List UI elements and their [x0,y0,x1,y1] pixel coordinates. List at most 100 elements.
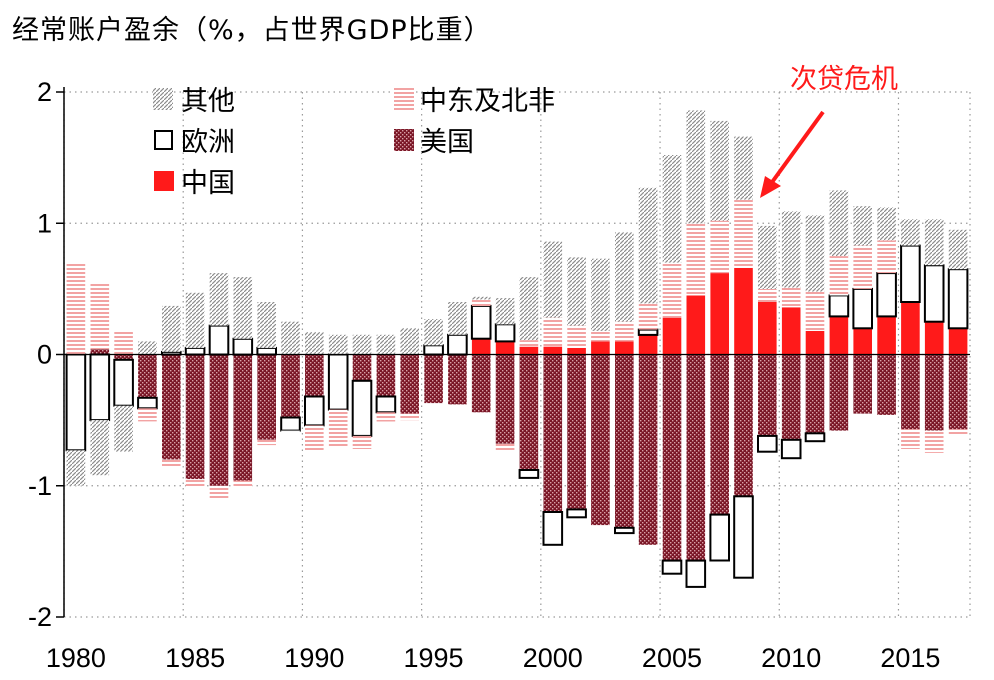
bar-other-1988 [257,302,276,348]
bar-europe-1986 [208,324,230,356]
bar-usa-2003 [615,354,634,528]
bar-other-2016 [924,219,944,266]
bar-other-1986 [209,273,229,326]
bar-usa-2013 [853,354,872,414]
bar-europe-1997 [470,304,492,340]
bar-other-1993 [376,334,396,355]
bar-mideast-2000 [543,317,563,347]
bar-other-1997 [471,296,491,300]
bar-other-1987 [233,277,253,339]
bar-other-1991 [328,334,348,355]
bar-mideast-2013 [853,245,872,289]
bar-other-2011 [805,215,825,292]
bar-usa-2009 [758,354,777,436]
x-tick-label: 1990 [284,643,344,673]
annotation-arrow-shaft [768,110,825,187]
bar-mideast-1984 [162,459,181,468]
bar-usa-2006 [686,354,706,561]
y-tick-label: -2 [28,602,52,632]
bar-europe-2017 [947,268,969,330]
bar-usa-1999 [519,354,539,470]
x-tick-label: 1995 [404,643,464,673]
legend-label-usa: 美国 [420,127,474,158]
bar-mideast-1989 [281,430,300,432]
bar-usa-2010 [781,354,801,440]
bar-mideast-2014 [877,240,896,274]
bar-mideast-1990 [305,425,324,452]
legend-label-mideast: 中东及北非 [420,86,555,117]
bar-mideast-1980 [66,262,86,355]
bar-europe-1985 [184,346,206,356]
bar-other-2003 [615,232,634,322]
bar-mideast-1999 [519,340,539,347]
bar-europe-2009 [757,434,778,453]
bar-other-1995 [424,319,443,346]
bar-mideast-2015 [901,429,920,449]
bar-usa-2005 [662,354,682,561]
bar-usa-1986 [209,354,229,486]
bar-china-2005 [662,317,682,355]
bar-europe-1981 [89,353,111,422]
bar-usa-1989 [281,354,300,418]
bar-usa-2016 [924,354,944,431]
bar-mideast-1993 [376,412,396,422]
bar-usa-2011 [805,354,825,434]
bar-china-2010 [781,307,801,355]
legend-swatch-europe [154,130,173,150]
bar-mideast-1982 [114,330,133,355]
y-tick-label: 1 [37,208,52,238]
bar-europe-2008 [733,495,754,579]
legend-item-china: 中国 [154,168,235,199]
bar-usa-2014 [877,354,896,415]
bar-china-1998 [495,341,515,355]
legend: 其他 中东及北非 欧洲 美国 中国 [153,86,555,199]
bar-other-1980 [66,450,86,486]
bar-other-2004 [638,187,658,304]
bar-mideast-1991 [328,409,348,447]
bar-other-1992 [352,334,372,355]
bar-usa-2015 [901,354,920,430]
bar-europe-2016 [923,264,945,323]
bar-mideast-1983 [138,408,157,422]
bar-europe-1991 [327,353,349,411]
bar-china-2007 [710,273,729,355]
bar-europe-1980 [65,353,87,452]
bar-europe-1989 [280,416,301,432]
bar-europe-2015 [900,244,921,304]
bar-usa-1987 [233,354,253,481]
bar-other-2002 [591,258,610,331]
x-tick-label: 2015 [880,643,940,673]
bar-other-2000 [543,241,563,318]
bar-mideast-1997 [471,299,491,306]
bar-mideast-2006 [686,223,706,296]
bar-other-2005 [662,155,682,263]
y-tick-label: -1 [28,471,52,501]
bar-mideast-1988 [257,439,276,446]
x-tick-label: 1985 [165,643,225,673]
bar-usa-2012 [829,354,849,431]
bar-usa-1983 [138,354,157,398]
legend-swatch-mideast [394,88,414,110]
legend-swatch-china [154,171,174,191]
bar-usa-1984 [162,354,181,460]
bar-europe-2014 [876,272,897,318]
bar-usa-1985 [185,354,205,480]
bar-mideast-2012 [829,256,849,296]
bar-china-2011 [805,330,825,355]
bar-mideast-2004 [638,303,658,330]
bar-usa-2001 [567,354,586,510]
bar-other-2006 [686,110,706,224]
x-tick-label: 1980 [46,643,106,673]
bar-mideast-2001 [567,325,586,348]
bar-europe-1992 [351,379,373,437]
bar-mideast-1981 [90,283,110,350]
bar-mideast-2011 [805,291,825,331]
bar-other-1994 [400,328,419,355]
bar-china-2008 [734,267,753,355]
bar-mideast-2007 [710,220,729,274]
bar-other-1990 [305,332,324,355]
bar-europe-2003 [614,526,635,535]
annotation-label: 次贷危机 [790,64,898,95]
bar-china-2009 [758,302,777,355]
